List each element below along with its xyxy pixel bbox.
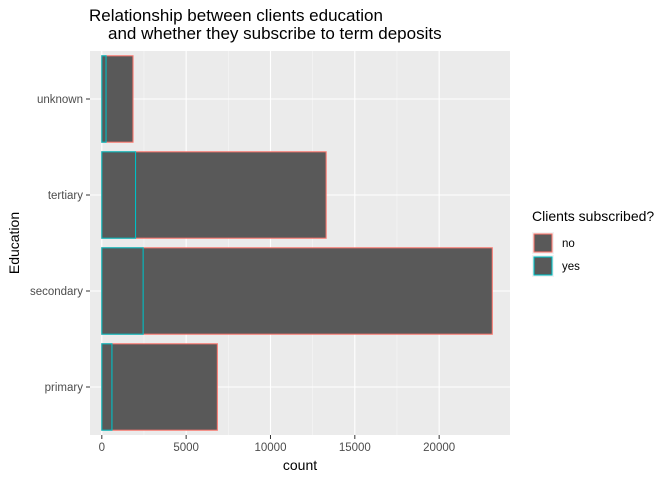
bar-no-primary <box>101 343 218 431</box>
bar-no-tertiary <box>101 151 327 239</box>
y-axis-title: Education <box>6 212 22 274</box>
chart-title-line-1: Relationship between clients education <box>89 6 383 25</box>
bar-no-unknown <box>101 55 134 143</box>
y-tick-label: unknown <box>37 94 83 106</box>
x-tick-label: 20000 <box>423 442 455 454</box>
legend-key-no <box>533 233 553 253</box>
x-tick-label: 5000 <box>173 442 199 454</box>
legend-title: Clients subscribed? <box>532 208 654 224</box>
chart-title-line-2: and whether they subscribe to term depos… <box>108 24 442 43</box>
x-tick-label: 0 <box>99 442 105 454</box>
bar-no-secondary <box>101 247 493 335</box>
legend-label-yes: yes <box>562 261 580 273</box>
y-tick-label: tertiary <box>48 190 83 202</box>
y-tick-label: secondary <box>30 286 83 298</box>
bar-yes-unknown <box>101 55 107 143</box>
axes: 0 5000 10000 15000 20000 primary secondary tert… <box>30 94 455 454</box>
x-tick-label: 10000 <box>254 442 286 454</box>
bar-yes-secondary <box>101 247 144 335</box>
y-tick-label: primary <box>45 382 84 394</box>
bar-yes-primary <box>101 343 113 431</box>
legend-key-yes <box>533 256 553 276</box>
legend: Clients subscribed? no yes <box>532 208 654 277</box>
x-axis-title: count <box>283 457 317 473</box>
x-tick-label: 15000 <box>339 442 371 454</box>
legend-items: no yes <box>532 232 580 277</box>
bar-yes-tertiary <box>101 151 137 239</box>
bars <box>101 55 493 431</box>
legend-label-no: no <box>562 238 575 250</box>
